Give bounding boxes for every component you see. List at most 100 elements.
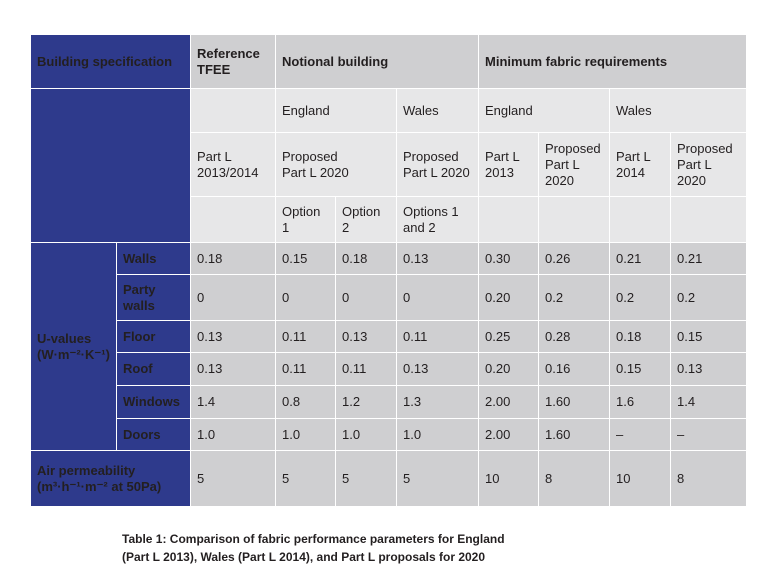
cell-line: (W·m⁻²·K⁻¹) (37, 346, 110, 362)
u-value-row: Doors 1.0 1.0 1.0 1.0 2.00 1.60– – (31, 418, 748, 451)
part-l-min-wales-2014: Part L 2014 (609, 132, 672, 197)
u-value-cell: 0 (335, 274, 398, 321)
u-value-cell: 2.00 (478, 418, 540, 451)
air-permeability-value: 5 (275, 450, 337, 507)
u-value-row-label: Floor (115, 320, 192, 353)
u-value-cell: 0.21 (670, 242, 748, 275)
u-value-cell: 0 (190, 274, 277, 321)
region-wales-notional: Wales (396, 88, 480, 133)
fabric-performance-table: Building specification Reference TFEE Not… (29, 34, 748, 507)
u-value-cell: 0.13 (396, 242, 480, 275)
cell-line: Proposed (677, 140, 733, 156)
u-value-cell: 1.2 (335, 385, 398, 419)
u-value-cell: 0.13 (670, 352, 748, 386)
cell-line: Part L (197, 148, 232, 164)
cell-line: Option (282, 203, 321, 219)
option-empty-cell (538, 196, 611, 243)
u-value-cell: 0.13 (190, 352, 277, 386)
option-2: Option 2 (335, 196, 398, 243)
air-permeability-value: 5 (190, 450, 277, 507)
u-value-row-label: Party walls (115, 274, 192, 321)
u-value-cell: 0.28 (538, 320, 611, 353)
u-value-row: Party walls 0 0 0 0 0.20 0.2 0.2 0.2 (31, 274, 748, 321)
u-value-cell: 0.15 (670, 320, 748, 353)
u-value-cell: 0.18 (335, 242, 398, 275)
cell-line: Part L (545, 156, 580, 172)
u-value-cell: 0.25 (478, 320, 540, 353)
part-l-notional-wales: Proposed Part L 2020 (396, 132, 480, 197)
u-value-cell: 0.13 (396, 352, 480, 386)
region-england-minimum: England (478, 88, 611, 133)
air-permeability-value: 10 (478, 450, 540, 507)
table-caption: Table 1: Comparison of fabric performanc… (122, 530, 505, 566)
u-value-cell: – (670, 418, 748, 451)
cell-line: Part L 2020 (282, 164, 349, 180)
cell-line: Party (123, 281, 156, 297)
u-value-row-label: Doors (115, 418, 192, 451)
u-value-cell: 0.8 (275, 385, 337, 419)
cell-line: 2013/2014 (197, 164, 259, 180)
u-value-cell: 0.11 (396, 320, 480, 353)
cell-line: Proposed (545, 140, 601, 156)
option-empty-cell (190, 196, 277, 243)
u-value-cell: 0 (275, 274, 337, 321)
u-value-row: Windows 1.4 0.8 1.2 1.3 2.00 1.60 1.6 1.4 (31, 385, 748, 419)
u-value-cell: 1.0 (335, 418, 398, 451)
header-blank-block (29, 88, 192, 243)
u-value-cell: 0.18 (190, 242, 277, 275)
cell-line: Reference (197, 45, 260, 61)
air-permeability-value: 8 (670, 450, 748, 507)
header-minimum-fabric-requirements: Minimum fabric requirements (478, 34, 748, 89)
u-value-cell: 1.60 (538, 385, 611, 419)
u-value-cell: 1.3 (396, 385, 480, 419)
cell-line: (m³·h⁻¹·m⁻² at 50Pa) (37, 478, 162, 494)
header-building-specification: Building specification (29, 34, 192, 89)
cell-line: 2 (342, 219, 350, 235)
option-empty-cell (609, 196, 672, 243)
cell-line: Roof (123, 361, 153, 376)
air-permeability-value: 8 (538, 450, 611, 507)
u-value-cell: 0.2 (670, 274, 748, 321)
u-value-cell: 1.4 (670, 385, 748, 419)
air-permeability-value: 10 (609, 450, 672, 507)
u-value-row: U-values (W·m⁻²·K⁻¹) Walls 0.18 0.15 0.18 0.13… (30, 242, 748, 451)
header-notional-building: Notional building (275, 34, 480, 89)
u-value-cell: 0.18 (609, 320, 672, 353)
u-value-row-label: Walls (115, 242, 192, 275)
u-value-cell: 0.16 (538, 352, 611, 386)
part-l-reference: Part L 2013/2014 (190, 132, 277, 197)
cell-line: TFEE (197, 61, 231, 77)
cell-line: Part L (677, 156, 712, 172)
cell-line: Air permeability (37, 462, 136, 478)
u-values-body: U-values (W·m⁻²·K⁻¹) Walls 0.18 0.15 0.18 0.13… (30, 242, 748, 451)
cell-line: 2020 (677, 172, 706, 188)
u-value-cell: 1.4 (190, 385, 277, 419)
cell-line: U-values (37, 330, 92, 346)
u-value-cell: – (609, 418, 672, 451)
cell-line: Proposed (403, 148, 459, 164)
air-permeability-value: 5 (396, 450, 480, 507)
u-value-cell: 0.2 (609, 274, 672, 321)
u-value-cell: 0.11 (275, 320, 337, 353)
cell-line: Part L (485, 148, 520, 164)
part-l-min-england-proposed: Proposed Part L 2020 (538, 132, 611, 197)
u-value-row: Floor 0.13 0.11 0.13 0.11 0.25 0.28 0.18 0.15 (31, 320, 748, 353)
cell-line: 2014 (616, 164, 645, 180)
cell-line: Walls (123, 250, 157, 266)
u-value-cell: 0.11 (335, 352, 398, 386)
u-value-cell: 0.21 (609, 242, 672, 275)
cell-line: Doors (123, 426, 161, 442)
cell-line: Option (342, 203, 381, 219)
caption-line-2: (Part L 2013), Wales (Part L 2014), and … (122, 550, 486, 564)
u-value-cell: 0.30 (478, 242, 540, 275)
region-england-notional: England (275, 88, 398, 133)
u-value-cell: 0.20 (478, 274, 540, 321)
u-value-cell: 0.13 (335, 320, 398, 353)
air-permeability-label: Air permeability (m³·h⁻¹·m⁻² at 50Pa) (29, 450, 192, 507)
option-empty-cell (478, 196, 540, 243)
cell-line: Proposed (282, 148, 338, 164)
air-permeability-value: 5 (335, 450, 398, 507)
cell-line: Part L (616, 148, 651, 164)
u-value-cell: 1.0 (190, 418, 277, 451)
option-1: Option 1 (275, 196, 337, 243)
